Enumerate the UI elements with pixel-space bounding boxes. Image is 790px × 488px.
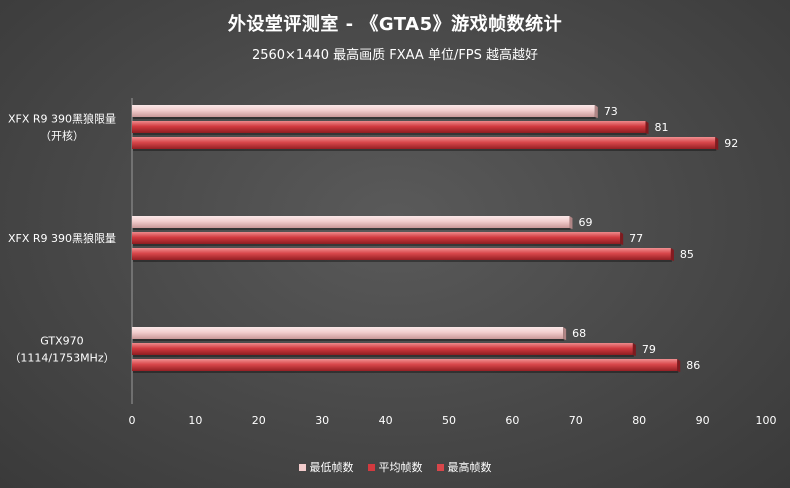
data-label: 73	[604, 105, 618, 118]
x-tick-label: 30	[315, 414, 329, 427]
x-tick-label: 20	[252, 414, 266, 427]
legend-item: 平均帧数	[367, 459, 423, 475]
x-tick-label: 50	[442, 414, 456, 427]
bar	[132, 105, 598, 119]
chart-title: 外设堂评测室 - 《GTA5》游戏帧数统计	[227, 14, 563, 35]
x-tick-label: 90	[696, 414, 710, 427]
x-tick-label: 40	[379, 414, 393, 427]
x-tick-label: 10	[188, 414, 202, 427]
chart-subtitle: 2560×1440 最高画质 FXAA 单位/FPS 越高越好	[251, 48, 539, 63]
x-tick-label: 0	[129, 414, 136, 427]
category-label: （1114/1753MHz）	[9, 352, 114, 365]
x-tick-label: 80	[632, 414, 646, 427]
category-label: GTX970	[40, 335, 83, 348]
legend: 最低帧数 平均帧数 最高帧数	[0, 459, 790, 475]
data-label: 69	[578, 216, 592, 229]
bar	[132, 343, 636, 357]
bar	[132, 137, 719, 151]
bar	[132, 248, 674, 262]
bar	[132, 121, 649, 135]
x-tick-label: 70	[569, 414, 583, 427]
legend-swatch	[298, 463, 306, 471]
bar	[132, 359, 681, 373]
legend-label: 最高帧数	[447, 461, 492, 474]
legend-swatch	[436, 463, 444, 471]
data-label: 86	[686, 359, 700, 372]
data-label: 79	[642, 343, 656, 356]
data-label: 81	[655, 121, 669, 134]
legend-label: 最低帧数	[309, 461, 354, 474]
category-label: XFX R9 390黑狼限量	[8, 112, 116, 126]
legend-item: 最低帧数	[298, 459, 354, 475]
legend-label: 平均帧数	[378, 461, 423, 474]
bar	[132, 216, 573, 230]
legend-swatch	[367, 463, 375, 471]
data-label: 68	[572, 327, 586, 340]
bar	[132, 232, 624, 246]
x-tick-label: 60	[505, 414, 519, 427]
legend-item: 最高帧数	[436, 459, 492, 475]
data-label: 92	[724, 137, 738, 150]
category-label: （开核）	[40, 129, 84, 143]
bar	[132, 327, 567, 341]
data-label: 85	[680, 248, 694, 261]
category-label: XFX R9 390黑狼限量	[8, 231, 116, 245]
x-tick-label: 100	[756, 414, 777, 427]
data-label: 77	[629, 232, 643, 245]
